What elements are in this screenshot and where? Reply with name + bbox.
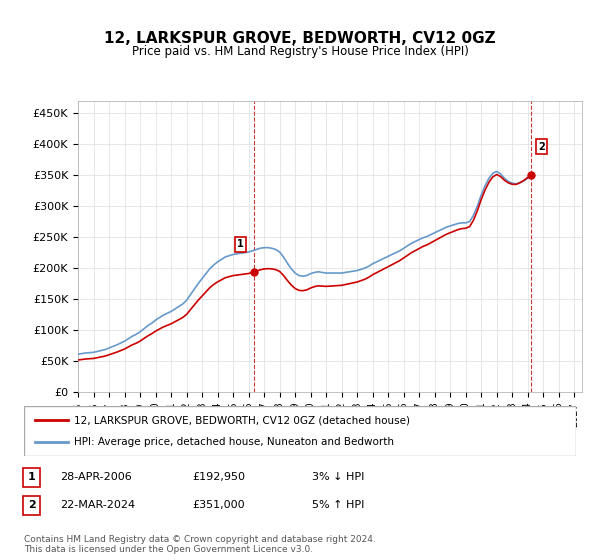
Text: Price paid vs. HM Land Registry's House Price Index (HPI): Price paid vs. HM Land Registry's House … — [131, 45, 469, 58]
Text: 3% ↓ HPI: 3% ↓ HPI — [312, 472, 364, 482]
FancyBboxPatch shape — [24, 406, 576, 456]
Text: 2: 2 — [538, 142, 545, 152]
Text: £351,000: £351,000 — [192, 500, 245, 510]
Text: 28-APR-2006: 28-APR-2006 — [60, 472, 132, 482]
Text: £192,950: £192,950 — [192, 472, 245, 482]
Text: 1: 1 — [237, 240, 244, 249]
Text: 22-MAR-2024: 22-MAR-2024 — [60, 500, 135, 510]
Text: 5% ↑ HPI: 5% ↑ HPI — [312, 500, 364, 510]
Text: 12, LARKSPUR GROVE, BEDWORTH, CV12 0GZ (detached house): 12, LARKSPUR GROVE, BEDWORTH, CV12 0GZ (… — [74, 415, 410, 425]
Text: 12, LARKSPUR GROVE, BEDWORTH, CV12 0GZ: 12, LARKSPUR GROVE, BEDWORTH, CV12 0GZ — [104, 31, 496, 46]
Text: Contains HM Land Registry data © Crown copyright and database right 2024.
This d: Contains HM Land Registry data © Crown c… — [24, 535, 376, 554]
Text: HPI: Average price, detached house, Nuneaton and Bedworth: HPI: Average price, detached house, Nune… — [74, 437, 394, 447]
Text: 1: 1 — [28, 472, 35, 482]
Text: 2: 2 — [28, 500, 35, 510]
